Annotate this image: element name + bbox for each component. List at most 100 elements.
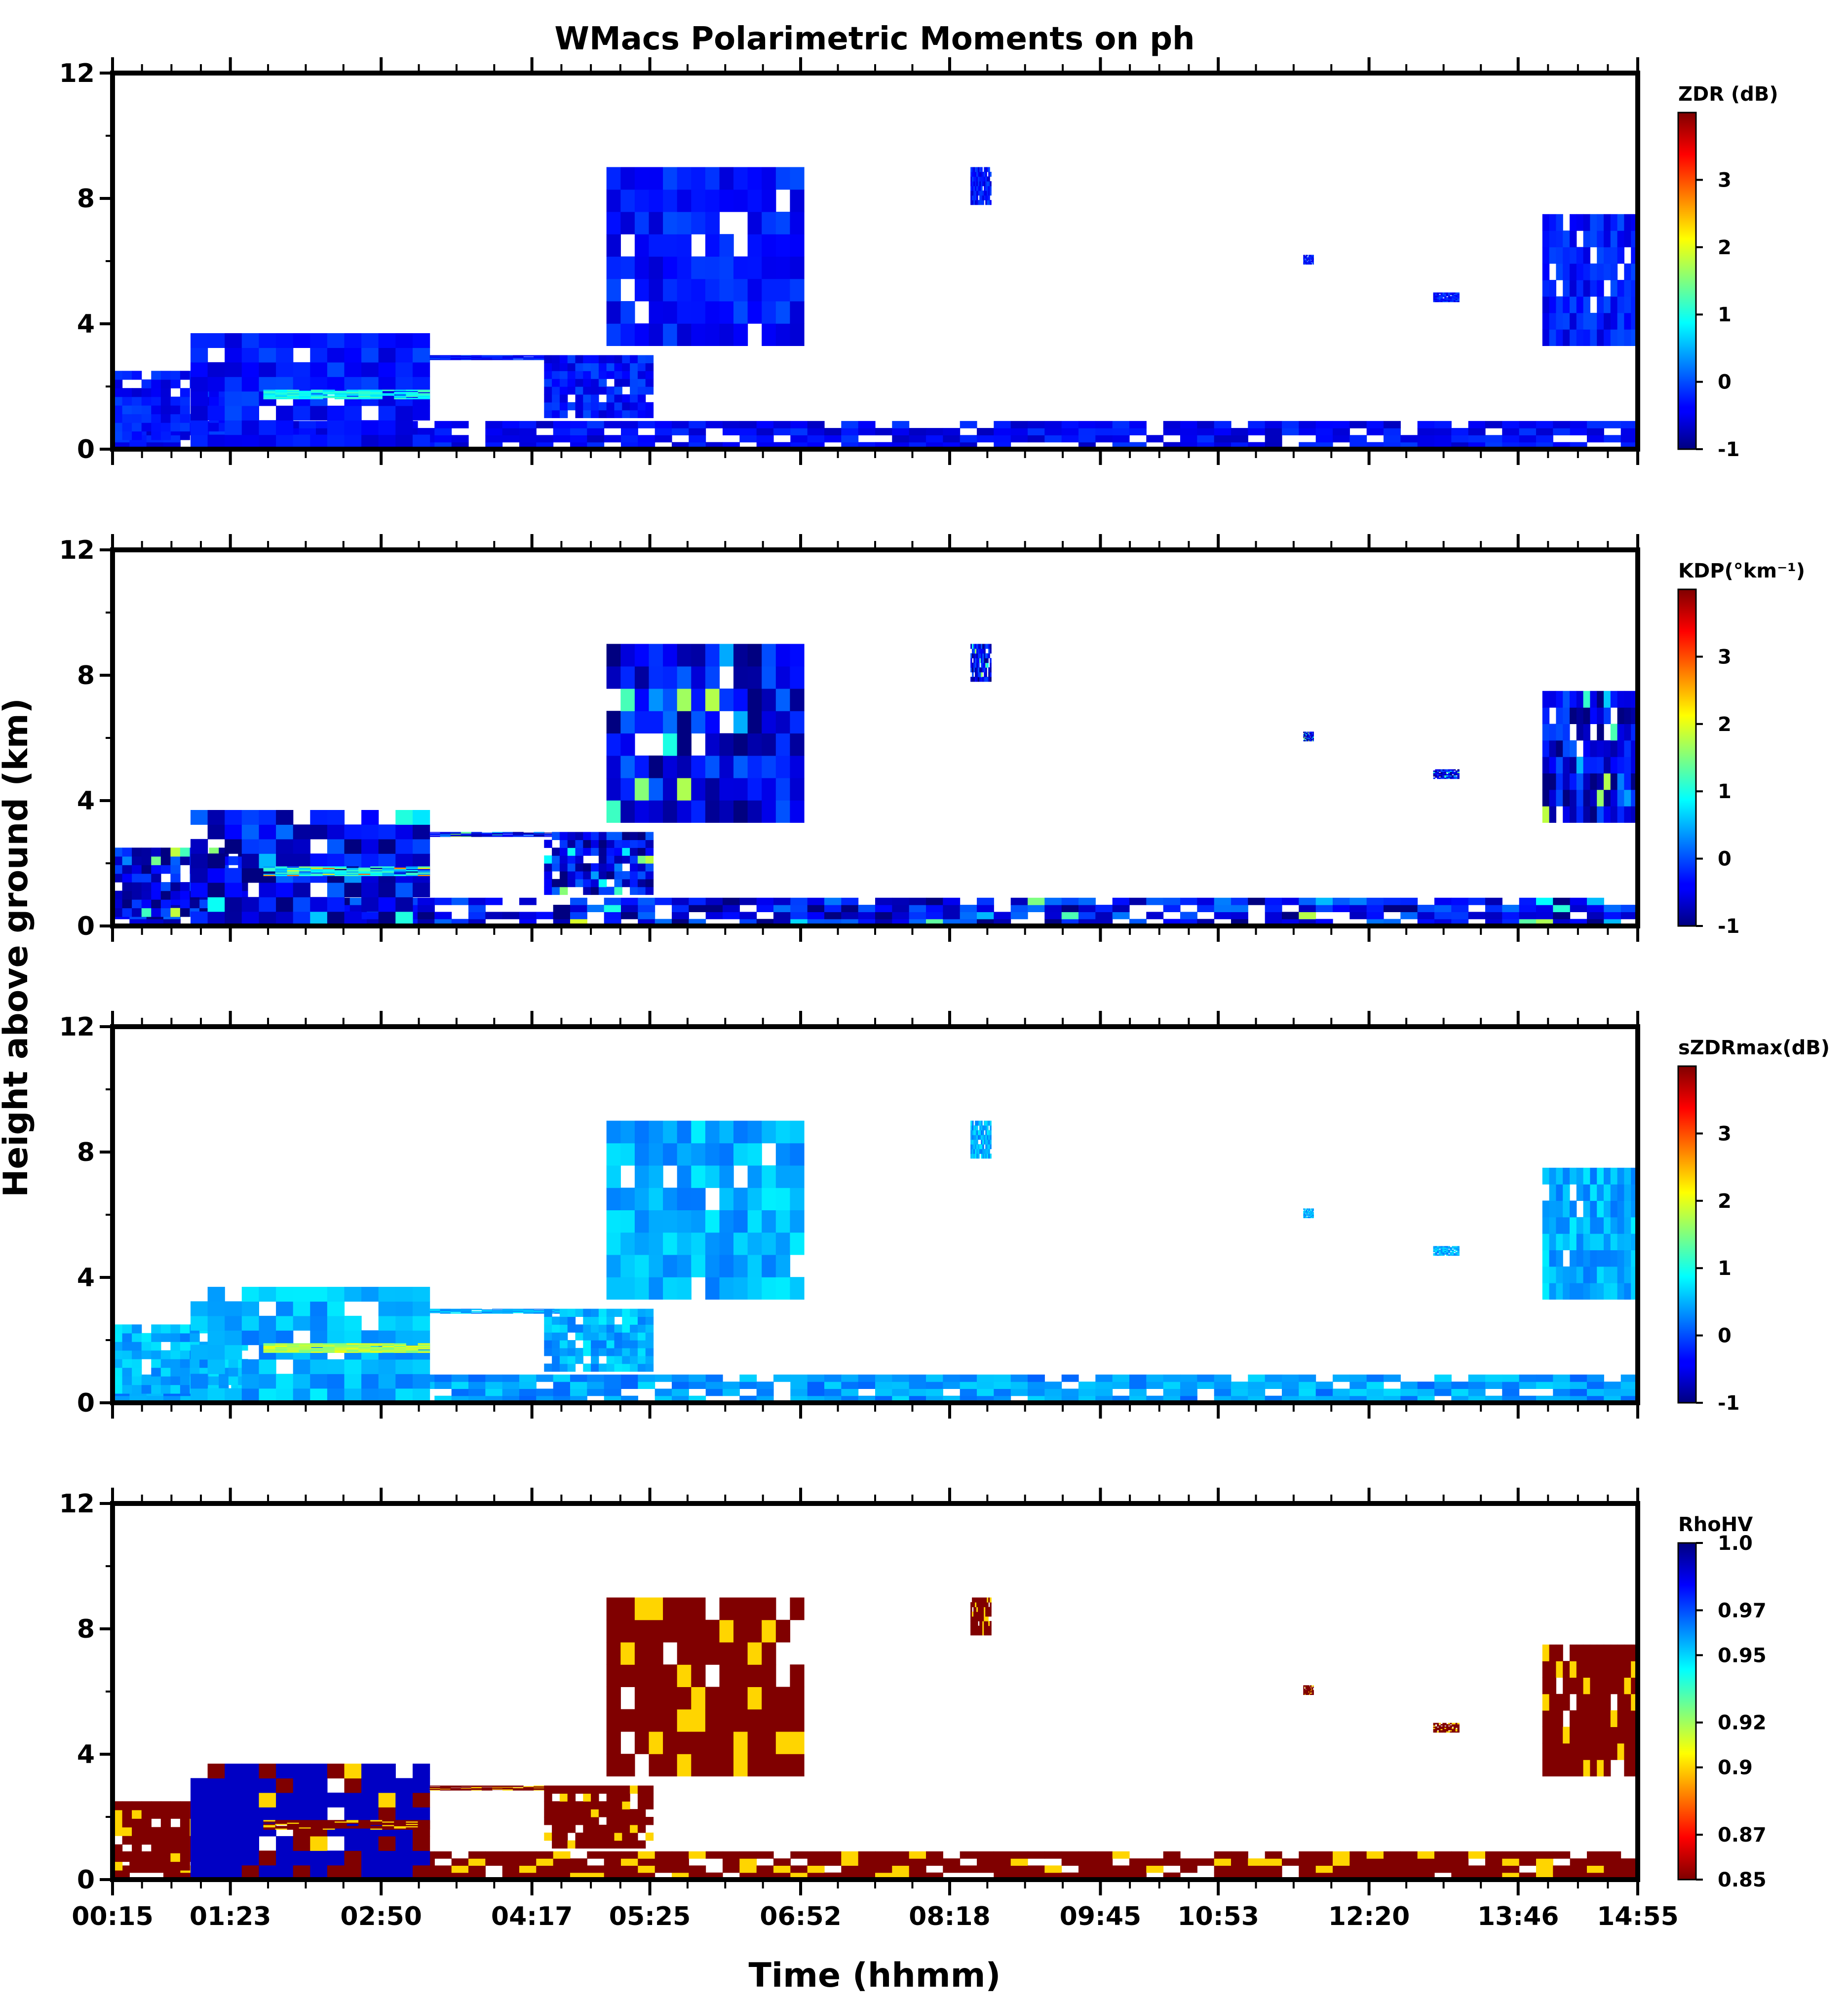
echo-cell — [199, 1359, 210, 1368]
echo-cell — [113, 1342, 123, 1351]
echo-cell — [275, 390, 288, 392]
echo-cell — [544, 836, 555, 837]
echo-cell — [191, 405, 208, 421]
echo-cell — [1231, 1858, 1248, 1866]
echo-cell — [1437, 769, 1439, 771]
echo-cell — [1305, 262, 1306, 264]
echo-cell — [614, 879, 622, 887]
echo-cell — [773, 428, 791, 435]
y-tick-label: 0 — [77, 435, 95, 464]
echo-cell — [299, 390, 311, 392]
echo-cell — [552, 1316, 560, 1325]
echo-cell — [630, 871, 638, 880]
echo-cell — [985, 172, 987, 177]
echo-cell — [481, 836, 493, 837]
echo-cell — [485, 897, 503, 905]
y-axis-label: Height above ground (km) — [0, 698, 36, 1197]
echo-cell — [1437, 299, 1439, 301]
echo-cell — [1457, 774, 1460, 775]
y-tick-label: 8 — [77, 661, 95, 691]
echo-cell — [361, 1850, 379, 1866]
echo-cell — [972, 1139, 974, 1145]
echo-cell — [1610, 263, 1618, 280]
echo-cell — [990, 1130, 992, 1135]
echo-cell — [1028, 1382, 1045, 1389]
echo-cell — [892, 905, 910, 912]
echo-cell — [382, 873, 394, 875]
echo-cell — [1620, 1388, 1638, 1396]
echo-cell — [406, 873, 419, 875]
echo-cell — [263, 867, 276, 869]
echo-cell — [970, 1120, 972, 1126]
echo-cell — [747, 1232, 762, 1255]
echo-cell — [471, 834, 482, 836]
echo-cell — [1597, 691, 1604, 708]
echo-cell — [141, 1818, 152, 1828]
echo-cell — [858, 428, 876, 435]
echo-cell — [481, 834, 493, 835]
echo-cell — [1446, 776, 1449, 778]
echo-cell — [1457, 1253, 1460, 1255]
colorbar-tick-label: 0 — [1718, 1325, 1732, 1348]
echo-cell — [1231, 1865, 1248, 1873]
echo-cell — [485, 1382, 503, 1389]
echo-cell — [225, 1301, 242, 1316]
echo-cell — [1624, 740, 1631, 757]
echo-cell — [790, 1865, 808, 1873]
echo-cell — [739, 912, 757, 920]
echo-cell — [358, 1820, 371, 1822]
echo-cell — [1349, 912, 1367, 920]
echo-cell — [1282, 428, 1299, 435]
echo-cell — [534, 358, 544, 360]
echo-cell — [719, 800, 734, 823]
echo-cell — [649, 234, 663, 257]
echo-cell — [1450, 296, 1452, 298]
echo-cell — [370, 1343, 383, 1345]
echo-cell — [981, 672, 983, 677]
echo-cell — [151, 388, 161, 397]
echo-cell — [1307, 258, 1308, 260]
echo-cell — [1309, 1214, 1311, 1216]
echo-cell — [485, 912, 503, 920]
echo-cell — [977, 1865, 994, 1873]
echo-cell — [1417, 1382, 1435, 1389]
echo-cell — [807, 1382, 825, 1389]
echo-cell — [1620, 1858, 1638, 1866]
echo-cell — [1435, 296, 1437, 298]
echo-cell — [502, 1309, 513, 1311]
echo-cell — [1617, 806, 1624, 823]
echo-cell — [1583, 296, 1590, 313]
echo-cell — [756, 905, 774, 912]
echo-cell — [630, 1355, 638, 1364]
echo-cell — [978, 644, 980, 649]
echo-cell — [241, 1287, 259, 1302]
echo-cell — [259, 810, 276, 825]
echo-cell — [1311, 1211, 1312, 1213]
echo-cell — [1549, 1283, 1556, 1300]
echo-cell — [132, 396, 142, 406]
echo-cell — [988, 176, 990, 182]
echo-cell — [1617, 691, 1624, 708]
echo-cell — [672, 1865, 689, 1873]
echo-cell — [975, 649, 977, 654]
echo-cell — [747, 689, 762, 711]
echo-cell — [310, 1822, 323, 1824]
echo-cell — [972, 649, 974, 654]
echo-cell — [987, 1135, 989, 1140]
echo-cell — [638, 1865, 655, 1873]
echo-cell — [191, 853, 208, 869]
echo-cell — [677, 800, 692, 823]
echo-cell — [151, 865, 161, 874]
echo-cell — [677, 212, 692, 234]
echo-cell — [1309, 257, 1310, 259]
echo-cell — [981, 649, 983, 654]
echo-cell — [544, 1324, 552, 1333]
echo-cell — [1448, 295, 1451, 297]
echo-cell — [1214, 1382, 1232, 1389]
echo-cell — [207, 333, 225, 348]
echo-cell — [1590, 1217, 1597, 1234]
echo-cell — [1061, 1388, 1079, 1396]
echo-cell — [1448, 770, 1451, 772]
echo-cell — [1542, 263, 1550, 280]
echo-cell — [677, 1255, 692, 1277]
